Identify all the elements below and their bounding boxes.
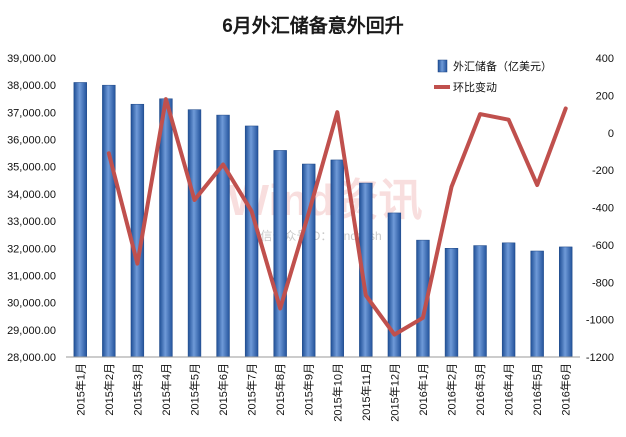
reserve-bar [444,248,459,358]
reserve-bars [73,82,573,358]
left-tick-label: 36,000.00 [7,135,56,147]
reserve-bar [530,250,544,358]
left-tick-label: 30,000.00 [7,298,56,310]
category-label: 2015年11月 [359,363,373,421]
chart-title: 6月外汇储备意外回升 [222,14,404,37]
category-label: 2015年3月 [130,363,144,416]
category-label: 2016年3月 [473,363,487,416]
right-tick-label: -1000 [586,315,614,327]
legend-label-bar: 外汇储备（亿美元） [453,59,552,73]
reserve-bar [244,125,259,358]
reserve-bar [187,109,202,358]
change-line-layer [106,97,568,337]
legend-swatch-bar [437,59,448,73]
reserve-bar [273,150,287,358]
left-tick-label: 38,000.00 [7,80,56,92]
category-label: 2015年1月 [73,363,87,416]
reserve-bar [73,82,87,358]
category-label: 2015年9月 [302,363,316,416]
category-label: 2015年7月 [245,363,259,416]
category-label: 2016年6月 [559,363,573,416]
left-tick-label: 35,000.00 [7,162,56,174]
right-tick-label: -1200 [586,352,614,364]
reserve-bar [501,242,516,358]
category-label: 2015年2月 [102,363,116,416]
category-label: 2015年10月 [330,363,344,422]
category-label: 2015年8月 [273,363,287,416]
category-label: 2015年5月 [188,363,202,416]
category-label: 2015年4月 [159,363,173,416]
legend-label-line: 环比变动 [453,80,497,94]
left-tick-label: 34,000.00 [7,189,56,201]
right-tick-label: -200 [592,165,614,177]
right-tick-label: 200 [596,90,614,102]
reserve-bar [330,159,344,358]
right-tick-label: -600 [592,240,614,252]
category-label: 2016年5月 [530,363,544,416]
left-tick-label: 39,000.00 [7,53,56,65]
right-tick-label: 400 [596,53,614,65]
reserve-bar [102,84,116,358]
left-tick-label: 37,000.00 [7,107,56,119]
left-tick-label: 32,000.00 [7,243,56,255]
category-label: 2016年2月 [445,363,459,416]
right-tick-label: 0 [608,128,614,140]
left-tick-label: 28,000.00 [7,352,56,364]
left-tick-label: 31,000.00 [7,270,56,282]
category-label: 2015年6月 [216,363,230,416]
left-tick-label: 33,000.00 [7,216,56,228]
right-axis-ticks: -1200 -1000 -800 -600 -400 -200 0 200 400 [586,53,614,364]
left-axis-ticks: 28,000.00 29,000.00 30,000.00 31,000.00 32,0… [7,53,56,364]
category-label: 2016年4月 [502,363,516,416]
reserve-bar [159,98,173,358]
left-tick-label: 29,000.00 [7,325,56,337]
legend: 外汇储备（亿美元） 环比变动 [434,59,552,94]
change-line [106,97,568,337]
reserve-bar [473,245,487,358]
reserve-bar [559,246,573,358]
reserve-bar [216,114,230,358]
category-label: 2015年12月 [387,363,401,422]
category-label: 2016年1月 [416,363,430,416]
right-tick-label: -400 [592,203,614,215]
right-tick-label: -800 [592,277,614,289]
category-labels: 2015年1月 2015年2月 2015年3月 2015年4月 2015年5月 2015年… [73,363,572,422]
